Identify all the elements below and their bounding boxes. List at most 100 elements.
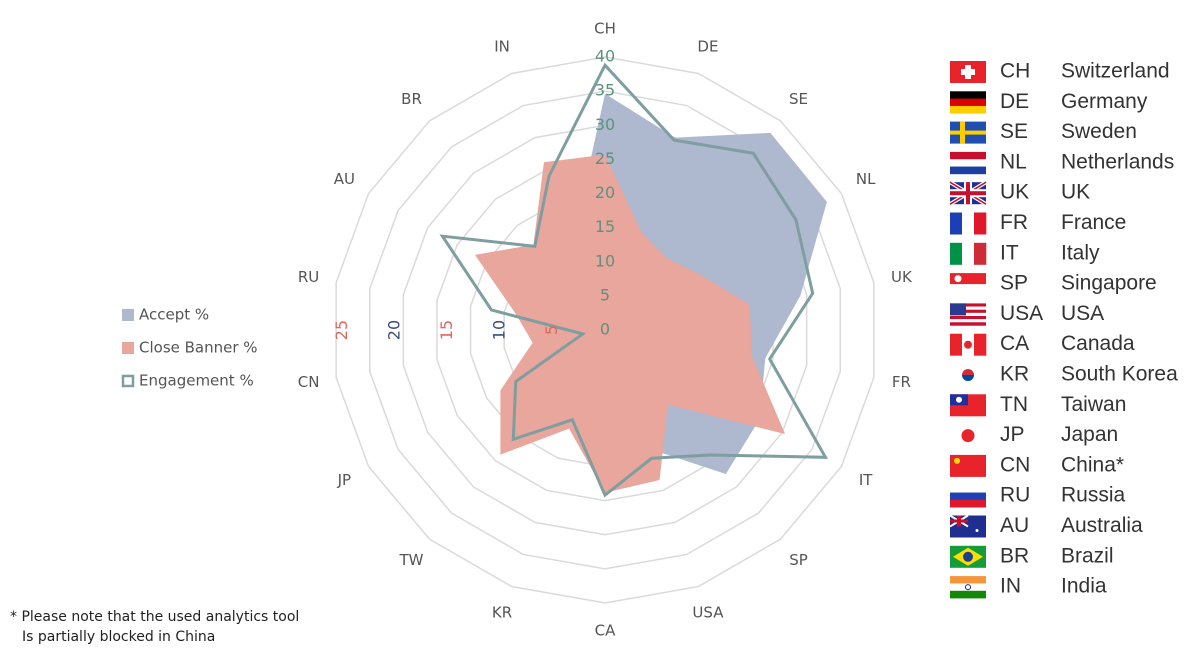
country-code: NL	[1000, 150, 1027, 173]
category-label: IN	[494, 38, 510, 56]
flag-part	[950, 576, 986, 584]
country-name: Germany	[1061, 90, 1148, 113]
flag-icon	[950, 121, 986, 144]
flag-part	[950, 454, 986, 477]
flag-part	[950, 130, 986, 135]
country-code: CN	[1000, 453, 1030, 476]
flag-part	[950, 333, 963, 356]
flag-part	[950, 151, 986, 160]
flag-part	[974, 242, 987, 265]
category-label: UK	[891, 268, 913, 286]
line	[439, 62, 829, 498]
flag-part	[950, 242, 963, 265]
flag-part	[950, 191, 986, 196]
y-tick-label: 15	[595, 217, 615, 236]
flag-part	[950, 499, 986, 508]
flag-part	[950, 284, 986, 296]
flag-part	[956, 396, 962, 403]
country-code: IN	[1000, 575, 1021, 598]
legend-label: Close Banner %	[139, 339, 258, 357]
category-label: CH	[594, 20, 616, 38]
flag-part	[950, 485, 986, 493]
category-label: USA	[692, 603, 724, 621]
category-label: TW	[399, 551, 424, 569]
flag-part	[950, 315, 986, 320]
flag-part	[950, 212, 963, 235]
category-label: CN	[298, 373, 320, 391]
country-name: Switzerland	[1061, 60, 1170, 83]
country-code: CA	[1000, 332, 1029, 355]
country-name: Japan	[1061, 423, 1118, 446]
country-code: USA	[1000, 302, 1043, 325]
country-code: FR	[1000, 211, 1028, 234]
country-name: Russia	[1061, 484, 1126, 507]
flag-part	[950, 583, 986, 592]
flag-icon	[950, 61, 986, 83]
flag-icon	[948, 180, 988, 206]
y2-tick-label: 15	[437, 320, 456, 340]
y-tick-label: 20	[595, 183, 615, 202]
flag-part	[963, 551, 973, 562]
country-name: Italy	[1061, 241, 1100, 264]
flag-part	[950, 306, 986, 310]
country-code: JP	[1000, 423, 1025, 446]
flag-icon	[950, 485, 986, 508]
flag-part	[975, 529, 979, 532]
country-name: Singapore	[1061, 272, 1157, 295]
flag-part	[950, 312, 986, 317]
footnote: * Please note that the used analytics to…	[10, 609, 299, 625]
country-code: UK	[1000, 181, 1029, 204]
category-label: BR	[401, 90, 422, 108]
category-label: AU	[334, 170, 355, 188]
flag-part	[950, 159, 986, 167]
y-tick-label: 0	[600, 320, 610, 339]
country-code: TN	[1000, 393, 1028, 416]
country-name: Sweden	[1061, 120, 1137, 143]
flag-part	[962, 242, 975, 265]
country-code: SE	[1000, 120, 1028, 143]
y-tick-label: 40	[595, 47, 615, 66]
y-tick-label: 5	[600, 285, 610, 304]
legend-label: Accept %	[139, 306, 209, 324]
country-name: Australia	[1061, 514, 1143, 537]
country-name: India	[1061, 575, 1107, 598]
flag-icon	[950, 242, 987, 265]
country-code: CH	[1000, 60, 1030, 83]
country-name: Netherlands	[1061, 150, 1174, 173]
y2-tick-label: 5	[542, 325, 561, 335]
area	[474, 154, 786, 493]
country-code: DE	[1000, 90, 1029, 113]
country-code: RU	[1000, 484, 1030, 507]
flag-icon	[950, 545, 986, 568]
flag-part	[950, 322, 986, 326]
y-tick-label: 25	[595, 149, 615, 168]
flag-part	[950, 319, 986, 323]
flag-part	[962, 375, 974, 381]
flag-part	[965, 584, 971, 591]
flag-part	[950, 590, 986, 599]
flag-part	[964, 340, 972, 349]
flag-part	[974, 333, 987, 356]
legend-swatch	[122, 342, 134, 354]
category-label: RU	[298, 268, 319, 286]
legend-swatch	[122, 309, 134, 321]
flag-part	[962, 369, 974, 375]
flag-icon	[950, 424, 986, 447]
flag-part	[954, 457, 960, 464]
country-code: SP	[1000, 272, 1028, 295]
flag-part	[950, 303, 966, 316]
flag-icon	[950, 273, 986, 296]
flag-icon	[950, 303, 986, 326]
grid-ring	[335, 56, 875, 604]
legend-swatch	[121, 374, 135, 388]
country-code: BR	[1000, 544, 1029, 567]
country-name: China*	[1061, 453, 1124, 476]
flag-icon	[950, 333, 987, 356]
flag-part	[961, 429, 975, 443]
legend-label: Engagement %	[139, 372, 254, 390]
category-label: FR	[892, 373, 911, 391]
flag-part	[950, 273, 986, 285]
flag-icon	[950, 212, 987, 235]
y2-tick-label: 10	[490, 320, 509, 340]
category-label: JP	[337, 471, 351, 489]
